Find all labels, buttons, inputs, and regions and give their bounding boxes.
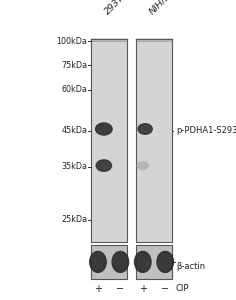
Text: +: + [139,284,147,294]
Text: 60kDa: 60kDa [61,85,87,94]
Ellipse shape [157,251,173,272]
Text: 35kDa: 35kDa [61,162,87,171]
Ellipse shape [137,162,148,169]
Ellipse shape [112,251,129,272]
Ellipse shape [138,124,152,134]
Text: −: − [116,284,124,294]
Text: 25kDa: 25kDa [61,215,87,224]
Text: +: + [94,284,102,294]
Text: −: − [161,284,169,294]
Bar [136,39,172,242]
Bar [136,244,172,279]
Text: 100kDa: 100kDa [56,37,87,46]
Text: p-PDHA1-S293: p-PDHA1-S293 [176,126,236,135]
Text: 293T: 293T [103,0,126,16]
Ellipse shape [96,160,112,171]
Ellipse shape [135,251,151,272]
Text: β-actin: β-actin [176,262,205,271]
Bar [91,39,127,242]
Text: 45kDa: 45kDa [61,126,87,135]
Text: NIH/3T3: NIH/3T3 [148,0,181,16]
Ellipse shape [96,123,112,135]
Text: CIP: CIP [176,284,189,293]
Ellipse shape [90,251,106,272]
Bar [91,244,127,279]
Text: 75kDa: 75kDa [61,61,87,70]
